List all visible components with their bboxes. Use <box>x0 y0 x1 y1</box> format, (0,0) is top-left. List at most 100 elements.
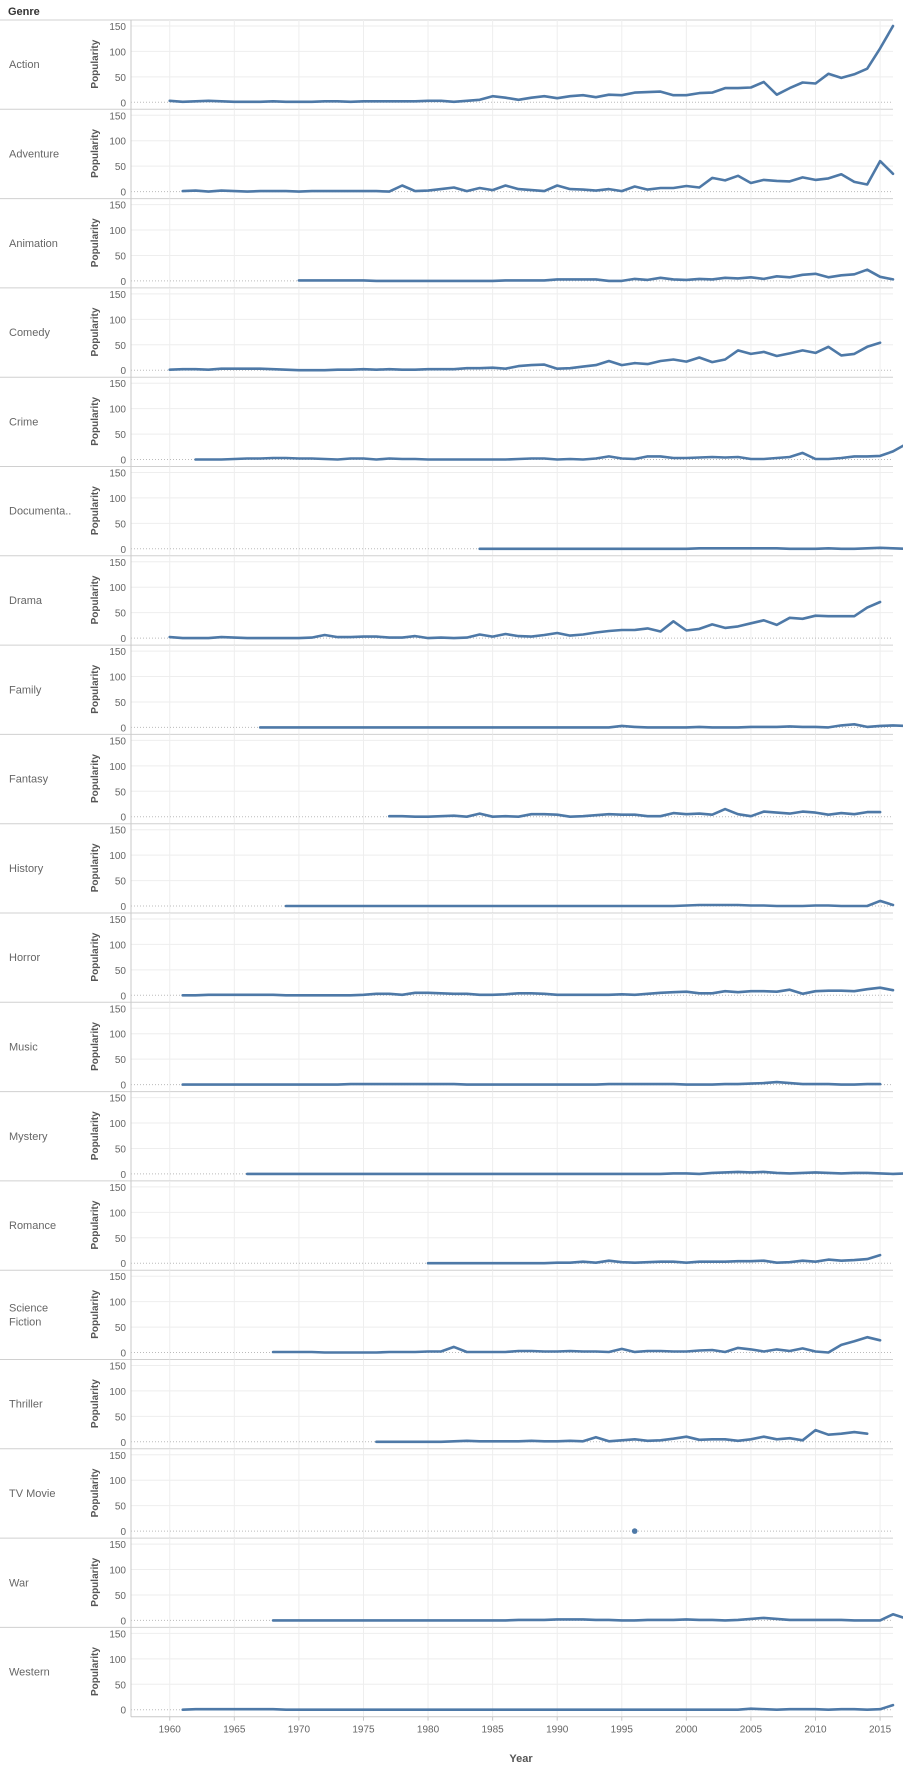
series-line-action <box>168 24 895 104</box>
x-tick-label: 1980 <box>417 1725 440 1736</box>
genre-label-history: History <box>9 863 44 875</box>
series-line-history <box>284 899 895 908</box>
series-line-crime <box>194 444 903 461</box>
y-tick-label: 100 <box>109 673 126 684</box>
genre-label-war: War <box>9 1577 29 1589</box>
y-axis-title: Popularity <box>90 932 101 981</box>
panel-mystery: 0 50 100 150 Popularity Mystery <box>0 1091 903 1181</box>
x-tick-label: 1975 <box>352 1725 375 1736</box>
y-tick-label: 0 <box>120 456 126 467</box>
y-tick-label: 50 <box>115 1055 127 1066</box>
panel-romance: 0 50 100 150 Popularity Romance <box>0 1180 893 1271</box>
row-field-header: Genre <box>8 6 40 18</box>
y-axis-title: Popularity <box>90 307 101 356</box>
y-tick-label: 50 <box>115 787 127 798</box>
genre-label-drama: Drama <box>9 595 43 607</box>
y-tick-label: 50 <box>115 251 127 262</box>
y-tick-label: 150 <box>109 201 126 212</box>
y-tick-label: 100 <box>109 494 126 505</box>
y-tick-label: 0 <box>120 188 126 199</box>
y-tick-label: 50 <box>115 609 127 620</box>
y-tick-label: 0 <box>120 902 126 913</box>
y-axis-title: Popularity <box>90 575 101 624</box>
x-tick-label: 1970 <box>288 1725 311 1736</box>
genre-label-action: Action <box>9 59 40 71</box>
y-tick-label: 50 <box>115 162 127 173</box>
y-tick-label: 100 <box>109 1655 126 1666</box>
y-tick-label: 150 <box>109 826 126 837</box>
y-tick-label: 0 <box>120 98 126 109</box>
x-tick-label: 1985 <box>482 1725 505 1736</box>
y-axis-title: Popularity <box>90 1289 101 1338</box>
y-tick-label: 50 <box>115 1323 127 1334</box>
y-tick-label: 50 <box>115 698 127 709</box>
y-tick-label: 0 <box>120 813 126 824</box>
y-tick-label: 0 <box>120 634 126 645</box>
y-tick-label: 0 <box>120 1706 126 1717</box>
y-axis-title: Popularity <box>90 754 101 803</box>
y-tick-label: 50 <box>115 430 127 441</box>
y-tick-label: 50 <box>115 1234 127 1245</box>
series-line-war <box>271 1613 903 1622</box>
genre-label-comedy: Comedy <box>9 327 50 339</box>
y-axis-title: Popularity <box>90 1200 101 1249</box>
y-tick-label: 50 <box>115 877 127 888</box>
y-tick-label: 0 <box>120 545 126 556</box>
panel-adventure: 0 50 100 150 Popularity Adventure <box>0 108 895 199</box>
series-line-romance <box>426 1253 882 1265</box>
y-tick-label: 50 <box>115 966 127 977</box>
y-tick-label: 50 <box>115 1680 127 1691</box>
y-tick-label: 100 <box>109 405 126 416</box>
x-tick-label: 2000 <box>675 1725 698 1736</box>
y-tick-label: 100 <box>109 851 126 862</box>
y-tick-label: 50 <box>115 73 127 84</box>
y-tick-label: 50 <box>115 1591 127 1602</box>
panel-science-fiction: 0 50 100 150 Popularity Science Fiction <box>0 1269 893 1360</box>
y-axis-title: Popularity <box>90 1468 101 1517</box>
series-line-science-fiction <box>271 1335 882 1354</box>
y-axis-title: Popularity <box>90 396 101 445</box>
genre-label-animation: Animation <box>9 238 58 250</box>
genre-label-science-fiction: Fiction <box>9 1316 41 1328</box>
x-tick-label: 1965 <box>223 1725 246 1736</box>
y-tick-label: 150 <box>109 558 126 569</box>
panel-documentary: 0 50 100 150 Popularity Documenta.. <box>0 466 903 556</box>
y-tick-label: 150 <box>109 1362 126 1373</box>
y-tick-label: 100 <box>109 1298 126 1309</box>
series-line-music <box>181 1080 882 1086</box>
y-axis-title: Popularity <box>90 1111 101 1160</box>
y-tick-label: 150 <box>109 736 126 747</box>
y-tick-label: 100 <box>109 1566 126 1577</box>
panel-tv-movie: 0 50 100 150 Popularity TV Movie <box>0 1448 893 1539</box>
y-tick-label: 150 <box>109 1629 126 1640</box>
y-tick-label: 100 <box>109 137 126 148</box>
y-tick-label: 0 <box>120 991 126 1002</box>
y-tick-label: 150 <box>109 1540 126 1551</box>
y-tick-label: 150 <box>109 915 126 926</box>
y-tick-label: 50 <box>115 519 127 530</box>
panel-crime: 0 50 100 150 Popularity Crime <box>0 376 903 467</box>
y-tick-label: 100 <box>109 47 126 58</box>
y-tick-label: 0 <box>120 1349 126 1360</box>
y-axis-title: Popularity <box>90 1557 101 1606</box>
y-tick-label: 150 <box>109 111 126 122</box>
y-tick-label: 150 <box>109 1183 126 1194</box>
x-tick-label: 1990 <box>546 1725 569 1736</box>
y-tick-label: 0 <box>120 1081 126 1092</box>
genre-label-science-fiction: Science <box>9 1302 48 1314</box>
y-axis-title: Popularity <box>90 1022 101 1071</box>
series-line-horror <box>181 986 895 997</box>
y-tick-label: 100 <box>109 226 126 237</box>
panel-comedy: 0 50 100 150 Popularity Comedy <box>0 287 893 378</box>
y-tick-label: 100 <box>109 583 126 594</box>
series-line-comedy <box>168 341 882 372</box>
series-line-mystery <box>245 1170 903 1176</box>
panel-animation: 0 50 100 150 Popularity Animation <box>0 198 895 288</box>
y-axis-title: Popularity <box>90 218 101 267</box>
y-tick-label: 150 <box>109 1094 126 1105</box>
x-tick-label: 2005 <box>740 1725 763 1736</box>
y-tick-label: 150 <box>109 379 126 390</box>
panel-action: 0 50 100 150 Popularity Action <box>0 19 895 110</box>
panel-horror: 0 50 100 150 Popularity Horror <box>0 912 895 1003</box>
y-tick-label: 150 <box>109 469 126 480</box>
